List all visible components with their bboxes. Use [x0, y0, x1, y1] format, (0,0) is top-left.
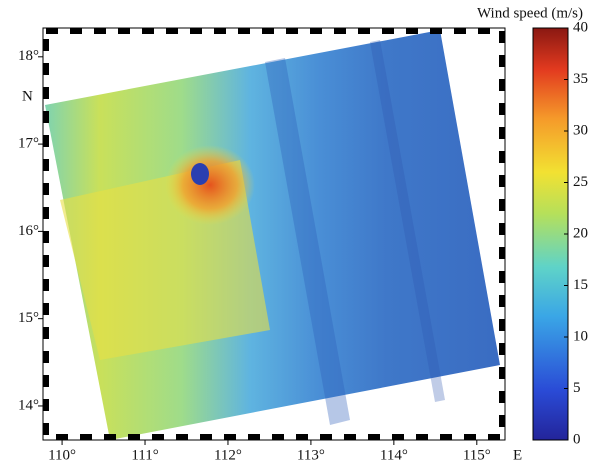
- y-tick-label: 18°: [18, 48, 39, 64]
- x-tick-label: 111°: [131, 447, 158, 463]
- colorbar-tick-label: 0: [573, 431, 581, 447]
- storm-band: [165, 145, 255, 225]
- map-figure: E N Wind speed (m/s) 110° 111° 112° 113° 114…: [0, 0, 603, 466]
- colorbar-tick-label: 15: [573, 277, 588, 293]
- colorbar: [533, 28, 568, 440]
- y-tick-label: 14°: [18, 397, 39, 413]
- y-tick-label: 15°: [18, 310, 39, 326]
- x-tick-label: 112°: [214, 447, 242, 463]
- colorbar-tick-label: 25: [573, 174, 588, 190]
- x-tick-label: 113°: [297, 447, 325, 463]
- storm-eye: [191, 163, 209, 185]
- y-tick-label: 17°: [18, 136, 39, 152]
- x-tick-label: 114°: [380, 447, 408, 463]
- colorbar-tick-label: 10: [573, 328, 588, 344]
- colorbar-tick-label: 30: [573, 122, 588, 138]
- colorbar-tick-label: 20: [573, 225, 588, 241]
- y-tick-label: 16°: [18, 223, 39, 239]
- x-hemisphere: E: [513, 447, 522, 463]
- y-hemisphere: N: [22, 88, 33, 104]
- colorbar-title: Wind speed (m/s): [477, 5, 583, 21]
- colorbar-tick-label: 35: [573, 71, 588, 87]
- map-area: [43, 28, 505, 440]
- x-tick-label: 115°: [463, 447, 491, 463]
- colorbar-tick-label: 5: [573, 380, 581, 396]
- x-tick-label: 110°: [48, 447, 76, 463]
- colorbar-tick-label: 40: [573, 19, 588, 35]
